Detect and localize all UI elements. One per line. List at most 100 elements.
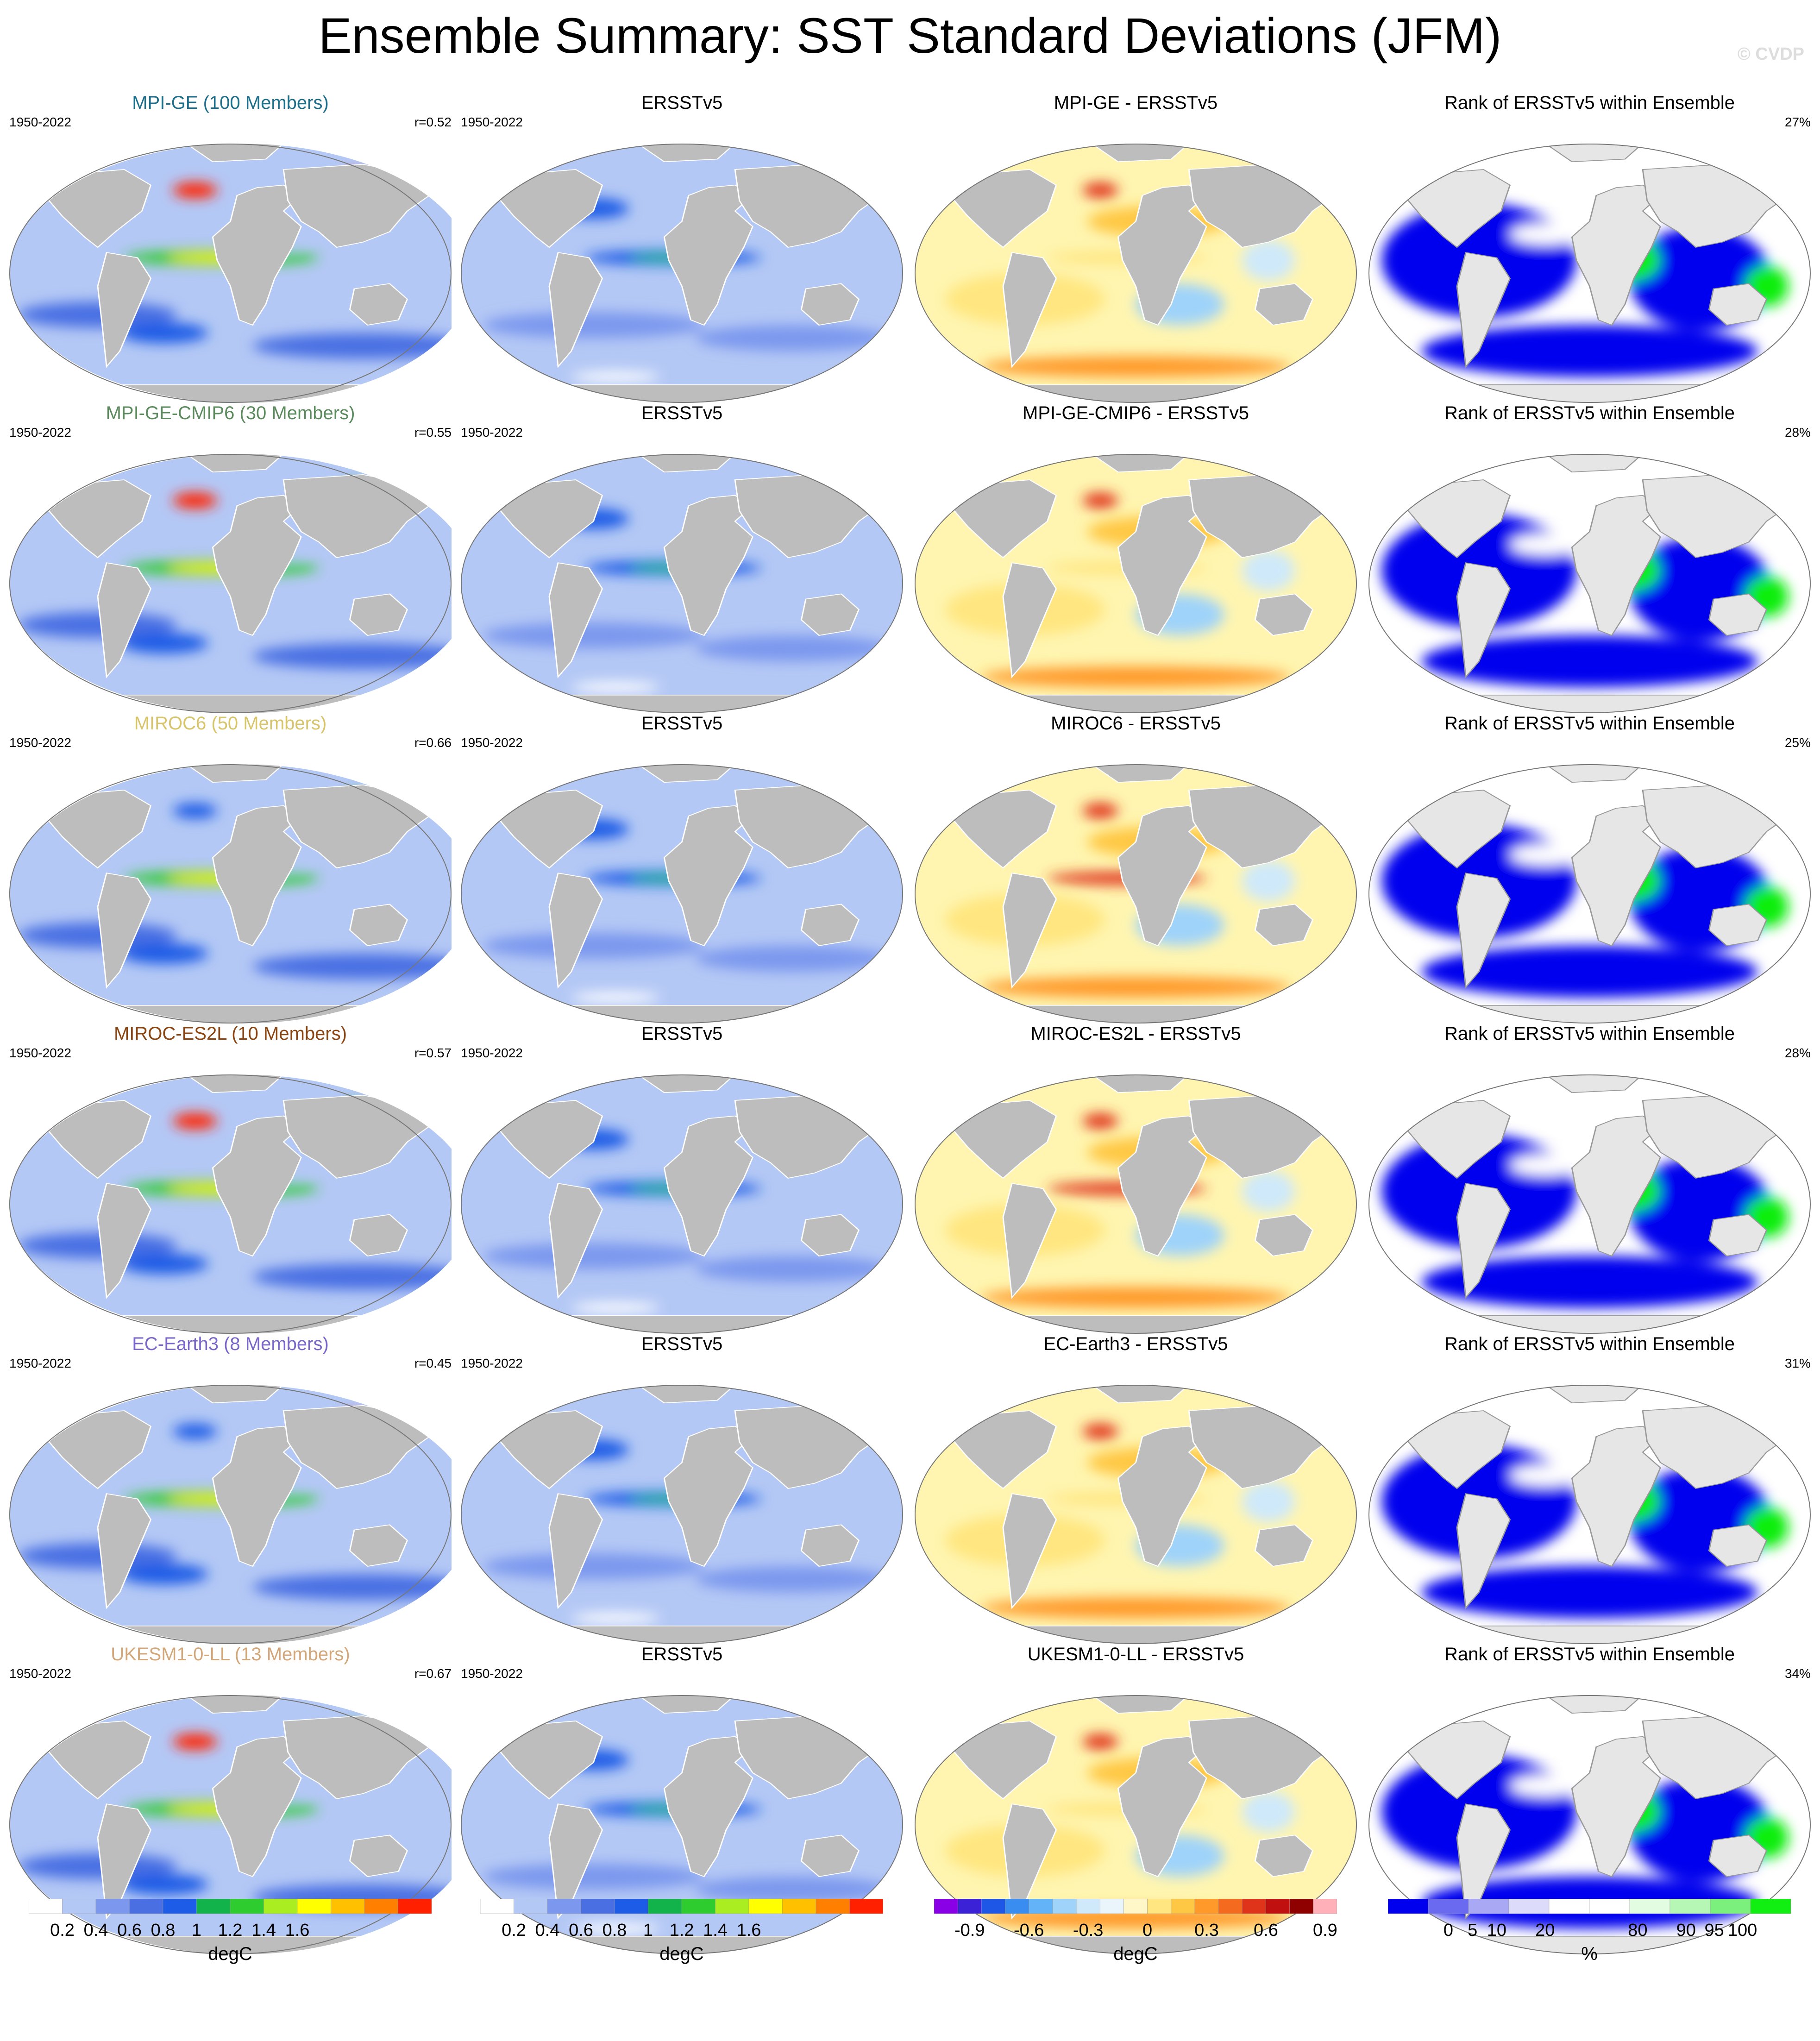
pattern-correlation: r=0.57 bbox=[414, 1046, 452, 1060]
map-panel: EC-Earth3 - ERSSTv5 bbox=[915, 1334, 1357, 1644]
land-mass bbox=[636, 454, 736, 473]
land-mass bbox=[1090, 1695, 1190, 1714]
panel-title: Rank of ERSSTv5 within Ensemble bbox=[1444, 713, 1735, 734]
colorbar-tick: 0.6 bbox=[1254, 1921, 1278, 1940]
colorbar-swatch bbox=[1076, 1898, 1100, 1914]
map-panel: MIROC6 (50 Members) 1950-2022 r=0.66 bbox=[9, 713, 452, 1024]
land-mass bbox=[461, 1005, 903, 1024]
year-range: 1950-2022 bbox=[461, 1356, 523, 1370]
panel-title: UKESM1-0-LL (13 Members) bbox=[111, 1644, 350, 1664]
colorbar-swatch bbox=[1549, 1898, 1590, 1914]
watermark: © CVDP bbox=[1737, 44, 1804, 64]
land-mass bbox=[949, 479, 1057, 559]
rank-percent: 25% bbox=[1784, 735, 1811, 750]
land-mass bbox=[915, 1625, 1357, 1644]
field-patch bbox=[252, 643, 452, 669]
land-mass bbox=[495, 1721, 603, 1800]
map-obs bbox=[461, 1695, 903, 1954]
map-border bbox=[461, 1695, 903, 1954]
land-mass bbox=[495, 790, 603, 869]
land-mass bbox=[44, 1721, 152, 1800]
land-mass bbox=[800, 1214, 860, 1256]
colorbar-swatch bbox=[1629, 1898, 1670, 1914]
colorbar-swatch bbox=[62, 1898, 96, 1914]
land-mass bbox=[800, 1834, 860, 1877]
map-panel: Rank of ERSSTv5 within Ensemble 28% bbox=[1368, 1024, 1811, 1334]
land-mass bbox=[1368, 384, 1811, 403]
colorbar-tick: 0.2 bbox=[50, 1921, 75, 1940]
colorbar-swatch bbox=[1266, 1898, 1290, 1914]
map-border bbox=[1368, 1695, 1811, 1954]
map-border bbox=[1368, 144, 1811, 403]
colorbar-swatch bbox=[230, 1898, 264, 1914]
land-mass bbox=[1403, 169, 1511, 248]
map-border bbox=[9, 454, 452, 713]
map-panel: MIROC-ES2L (10 Members) 1950-2022 r=0.57 bbox=[9, 1024, 452, 1334]
field-patch bbox=[483, 312, 704, 338]
colorbar-swatch bbox=[331, 1898, 365, 1914]
map-border bbox=[9, 1074, 452, 1334]
colorbar-swatch bbox=[1218, 1898, 1243, 1914]
panel-title: Rank of ERSSTv5 within Ensemble bbox=[1444, 1334, 1735, 1354]
land-mass bbox=[1254, 904, 1314, 946]
map-diff bbox=[915, 1074, 1357, 1334]
colorbar-swatch bbox=[782, 1898, 816, 1914]
colorbar-tick: 0 bbox=[1443, 1921, 1453, 1940]
panel-title: Rank of ERSSTv5 within Ensemble bbox=[1444, 403, 1735, 423]
map-rank bbox=[1368, 144, 1811, 403]
map-panel: ERSSTv5 1950-2022 bbox=[461, 1334, 903, 1644]
field-patch bbox=[173, 1734, 217, 1750]
land-mass bbox=[461, 694, 903, 713]
colorbar-swatch bbox=[1052, 1898, 1077, 1914]
land-mass bbox=[1708, 1524, 1768, 1567]
land-mass bbox=[495, 1410, 603, 1489]
colorbar-swatch bbox=[934, 1898, 958, 1914]
field-patch bbox=[571, 1613, 660, 1624]
field-patch bbox=[981, 666, 1291, 687]
land-mass bbox=[495, 479, 603, 559]
year-range: 1950-2022 bbox=[9, 425, 71, 440]
land-mass bbox=[800, 904, 860, 946]
year-range: 1950-2022 bbox=[9, 115, 71, 129]
map-std bbox=[9, 1074, 452, 1334]
land-mass bbox=[184, 144, 285, 163]
panel-title: MPI-GE - ERSSTv5 bbox=[1054, 93, 1218, 113]
land-mass bbox=[1456, 873, 1511, 989]
colorbar-tick: 20 bbox=[1535, 1921, 1555, 1940]
land-mass bbox=[495, 1100, 603, 1179]
colorbar-swatch bbox=[1171, 1898, 1195, 1914]
year-range: 1950-2022 bbox=[461, 425, 523, 440]
map-rank bbox=[1368, 1385, 1811, 1644]
colorbar-tick: 0.9 bbox=[1313, 1921, 1337, 1940]
colorbar-tick: 1.4 bbox=[703, 1921, 728, 1940]
colorbar-swatch bbox=[129, 1898, 163, 1914]
field-patch bbox=[119, 322, 208, 344]
colorbar-swatch bbox=[957, 1898, 982, 1914]
colorbar-swatch bbox=[1099, 1898, 1124, 1914]
land-mass bbox=[915, 1005, 1357, 1024]
land-mass bbox=[349, 1214, 408, 1256]
panel-title: Rank of ERSSTv5 within Ensemble bbox=[1444, 93, 1735, 113]
colorbar-swatch bbox=[28, 1898, 63, 1914]
field-patch bbox=[1242, 1481, 1295, 1522]
colorbar-swatch bbox=[1123, 1898, 1148, 1914]
land-mass bbox=[636, 1385, 736, 1404]
colorbar-swatch bbox=[748, 1898, 783, 1914]
panel-title: ERSSTv5 bbox=[641, 1024, 723, 1044]
field-patch bbox=[695, 325, 890, 351]
land-mass bbox=[949, 1100, 1057, 1179]
field-patch bbox=[981, 1287, 1291, 1308]
land-mass bbox=[1368, 1315, 1811, 1334]
map-diff bbox=[915, 1385, 1357, 1644]
colorbar-swatch bbox=[1428, 1898, 1469, 1914]
land-mass bbox=[184, 1385, 285, 1404]
land-mass bbox=[548, 1183, 603, 1299]
colorbar-swatch bbox=[1468, 1898, 1509, 1914]
land-mass bbox=[97, 1183, 152, 1299]
land-mass bbox=[1090, 1385, 1190, 1404]
field-patch bbox=[119, 1564, 208, 1585]
land-mass bbox=[636, 1695, 736, 1714]
year-range: 1950-2022 bbox=[461, 1666, 523, 1681]
land-mass bbox=[1708, 283, 1768, 326]
map-border bbox=[915, 764, 1357, 1024]
